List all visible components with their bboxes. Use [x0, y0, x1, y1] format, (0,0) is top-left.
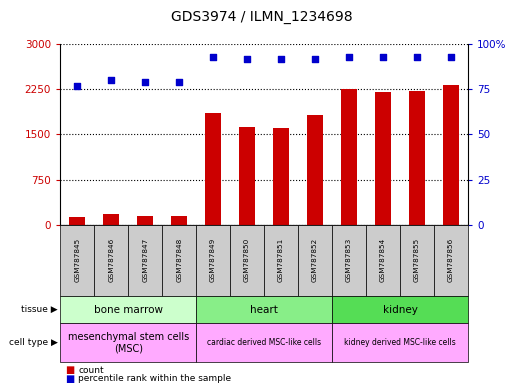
- Point: [379, 54, 388, 60]
- Text: GSM787849: GSM787849: [210, 238, 216, 282]
- Point: [243, 56, 252, 62]
- Text: cardiac derived MSC-like cells: cardiac derived MSC-like cells: [207, 338, 321, 347]
- Text: heart: heart: [250, 305, 278, 314]
- Point: [277, 56, 286, 62]
- Text: mesenchymal stem cells
(MSC): mesenchymal stem cells (MSC): [67, 332, 189, 353]
- Point: [447, 54, 456, 60]
- Text: kidney: kidney: [383, 305, 417, 314]
- Bar: [308, 115, 323, 225]
- Text: GDS3974 / ILMN_1234698: GDS3974 / ILMN_1234698: [170, 10, 353, 23]
- Text: GSM787853: GSM787853: [346, 238, 352, 282]
- Text: GSM787856: GSM787856: [448, 238, 454, 282]
- Text: GSM787851: GSM787851: [278, 238, 284, 282]
- Point: [345, 54, 354, 60]
- Point: [73, 83, 82, 89]
- Point: [107, 77, 116, 83]
- Text: kidney derived MSC-like cells: kidney derived MSC-like cells: [344, 338, 456, 347]
- Bar: [342, 89, 357, 225]
- Bar: [206, 113, 221, 225]
- Bar: [410, 91, 425, 225]
- Point: [175, 79, 184, 85]
- Bar: [240, 127, 255, 225]
- Text: GSM787852: GSM787852: [312, 238, 318, 282]
- Text: GSM787847: GSM787847: [142, 238, 148, 282]
- Text: ■: ■: [65, 365, 75, 375]
- Text: GSM787854: GSM787854: [380, 238, 386, 282]
- Bar: [376, 92, 391, 225]
- Text: GSM787855: GSM787855: [414, 238, 420, 282]
- Point: [209, 54, 218, 60]
- Text: tissue ▶: tissue ▶: [21, 305, 58, 314]
- Text: percentile rank within the sample: percentile rank within the sample: [78, 374, 232, 383]
- Bar: [104, 214, 119, 225]
- Bar: [444, 85, 459, 225]
- Text: ■: ■: [65, 374, 75, 384]
- Text: bone marrow: bone marrow: [94, 305, 163, 314]
- Bar: [274, 128, 289, 225]
- Point: [311, 56, 320, 62]
- Point: [141, 79, 150, 85]
- Text: GSM787850: GSM787850: [244, 238, 250, 282]
- Text: cell type ▶: cell type ▶: [9, 338, 58, 347]
- Point: [413, 54, 422, 60]
- Bar: [172, 216, 187, 225]
- Text: GSM787846: GSM787846: [108, 238, 114, 282]
- Bar: [138, 216, 153, 225]
- Text: GSM787848: GSM787848: [176, 238, 182, 282]
- Bar: [70, 217, 85, 225]
- Text: GSM787845: GSM787845: [74, 238, 80, 282]
- Text: count: count: [78, 366, 104, 375]
